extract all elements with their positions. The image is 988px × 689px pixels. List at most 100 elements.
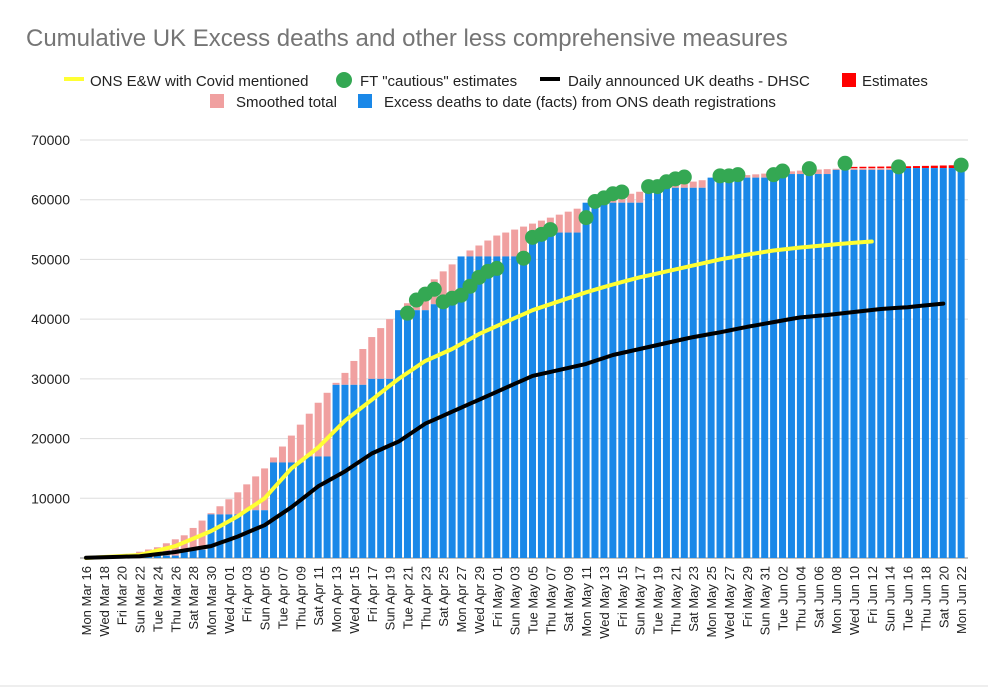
x-tick-label: Wed Apr 01 [222, 566, 237, 634]
excess-deaths-bar [743, 177, 751, 558]
x-tick-label: Thu Jun 18 [918, 566, 933, 631]
excess-deaths-bar [886, 169, 894, 558]
x-tick-label: Thu Apr 23 [418, 566, 433, 630]
x-tick-label: Sun May 03 [508, 566, 523, 635]
excess-deaths-bar [698, 187, 706, 558]
legend-item-facts: Excess deaths to date (facts) from ONS d… [358, 94, 776, 111]
estimates-bar [912, 166, 920, 169]
smoothed-total-bar [475, 245, 483, 257]
estimates-bar [850, 166, 858, 169]
smoothed-total-bar [296, 424, 304, 463]
excess-deaths-bar [662, 187, 670, 558]
excess-deaths-bar [600, 202, 608, 558]
estimates-bar [904, 166, 912, 169]
excess-deaths-bar [252, 510, 260, 558]
smoothed-total-bar [314, 402, 322, 457]
excess-deaths-bar [859, 169, 867, 558]
bars [91, 165, 965, 559]
excess-deaths-bar [912, 168, 920, 558]
smoothed-total-bar [484, 240, 492, 257]
excess-deaths-bar [573, 232, 581, 559]
legend-label-facts: Excess deaths to date (facts) from ONS d… [384, 94, 776, 111]
smoothed-total-bar [859, 168, 867, 170]
y-tick-label: 60000 [31, 192, 70, 208]
smoothed-total-bar [555, 214, 563, 233]
x-tick-label: Fri May 15 [615, 566, 630, 627]
excess-deaths-bar [689, 187, 697, 558]
x-tick-label: Wed May 27 [722, 566, 737, 639]
x-tick-label: Thu Jun 04 [793, 566, 808, 631]
excess-deaths-bar [609, 202, 617, 558]
x-tick-label: Fri May 29 [740, 566, 755, 627]
smoothed-total-bar [350, 360, 358, 385]
smoothed-total-bar [537, 220, 545, 233]
smoothed-total-bar [787, 171, 795, 175]
smoothed-total-bar [573, 208, 581, 233]
excess-deaths-bar [180, 549, 188, 558]
x-tick-label: Fri May 01 [490, 566, 505, 627]
y-tick-label: 50000 [31, 251, 70, 267]
excess-deaths-bar [430, 304, 438, 558]
excess-deaths-bar [921, 168, 929, 558]
excess-deaths-bar [671, 187, 679, 558]
excess-deaths-bar [359, 384, 367, 558]
x-tick-label: Sat Apr 11 [311, 566, 326, 626]
excess-deaths-bar [189, 549, 197, 558]
dhsc-line [84, 301, 946, 560]
x-tick-label: Sun Apr 19 [383, 566, 398, 630]
excess-deaths-bar [386, 378, 394, 558]
excess-deaths-bar [787, 174, 795, 558]
ft-estimate-point [426, 281, 442, 297]
excess-deaths-bar [439, 304, 447, 558]
excess-deaths-bar [368, 378, 376, 558]
excess-deaths-bar [939, 168, 947, 558]
ft-estimate-point [676, 169, 692, 185]
smoothed-total-bar [698, 180, 706, 188]
excess-deaths-bar [520, 256, 528, 558]
legend-item-smoothed: Smoothed total [210, 94, 337, 111]
excess-deaths-bar [868, 169, 876, 558]
chart-title: Cumulative UK Excess deaths and other le… [26, 25, 788, 52]
excess-deaths-bar [493, 256, 501, 558]
smoothed-total-bar [243, 484, 251, 511]
excess-deaths-bar [475, 256, 483, 558]
x-tick-label: Wed May 13 [597, 566, 612, 639]
y-axis: 70000 60000 50000 40000 30000 20000 10000 [31, 132, 70, 506]
legend-item-estimates: Estimates [842, 73, 928, 90]
x-tick-label: Fri Jun 12 [865, 566, 880, 624]
excess-deaths-bar [591, 202, 599, 558]
smoothed-total-bar [323, 392, 331, 457]
excess-deaths-bar [823, 174, 831, 558]
legend-swatch-estimates [842, 73, 856, 87]
x-tick-label: Sun May 31 [758, 566, 773, 635]
smoothed-total-bar [207, 513, 215, 515]
smoothed-total-bar [743, 175, 751, 178]
excess-deaths-bar [895, 168, 903, 558]
legend-swatch-smoothed [210, 94, 224, 108]
smoothed-total-bar [752, 174, 760, 178]
excess-deaths-bar [716, 177, 724, 558]
excess-deaths-bar [377, 378, 385, 558]
smoothed-total-bar [216, 506, 224, 515]
x-tick-label: Fri Mar 20 [115, 566, 130, 625]
y-tick-label: 30000 [31, 371, 70, 387]
ft-estimate-point [399, 305, 415, 321]
excess-deaths-bar [627, 202, 635, 558]
estimates-bar [886, 166, 894, 169]
x-tick-label: Sun May 17 [633, 566, 648, 635]
excess-deaths-bar [707, 177, 715, 558]
smoothed-total-bar [832, 168, 840, 170]
excess-deaths-bar [511, 256, 519, 558]
legend-label-smoothed: Smoothed total [236, 94, 337, 111]
x-tick-label: Sun Mar 22 [133, 566, 148, 633]
legend-item-ft: FT "cautious" estimates [336, 72, 517, 90]
x-tick-label: Mon Jun 22 [954, 566, 969, 634]
x-tick-label: Mon Apr 13 [329, 566, 344, 633]
excess-deaths-bar [350, 384, 358, 558]
legend-swatch-facts [358, 94, 372, 108]
smoothed-total-bar [466, 250, 474, 257]
smoothed-total-bar [359, 349, 367, 385]
smoothed-total-bar [850, 168, 858, 170]
ft-estimate-point [775, 163, 791, 179]
excess-deaths-bar [680, 187, 688, 558]
